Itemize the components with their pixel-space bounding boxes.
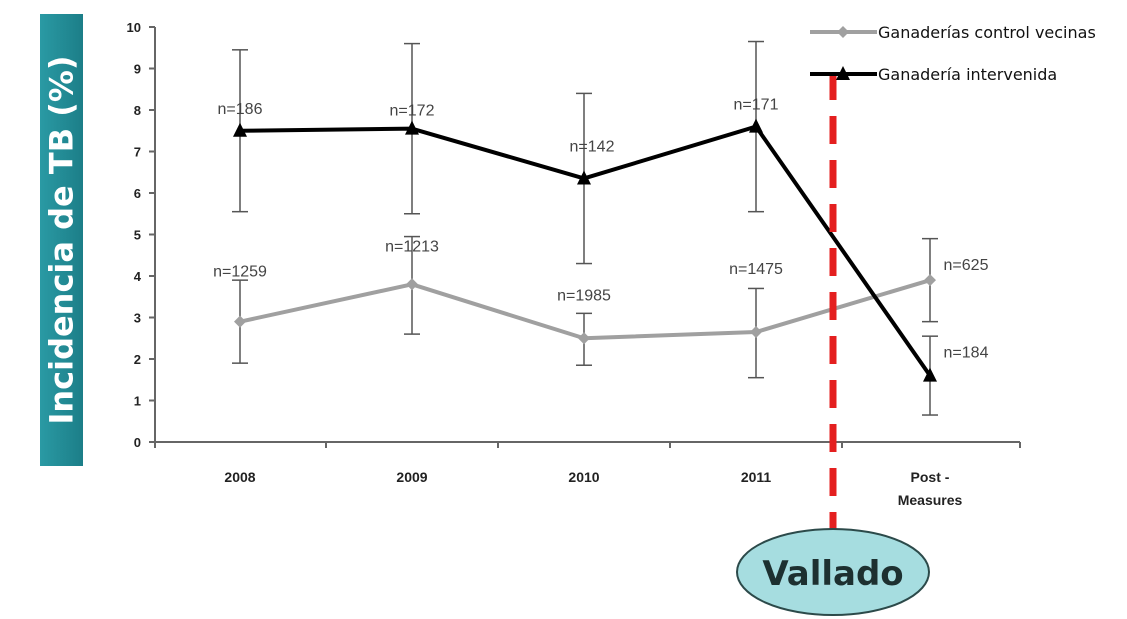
legend-label: Ganaderías control vecinas [878,23,1096,42]
y-tick-label: 4 [134,269,142,284]
data-point [406,278,418,291]
n-label: n=186 [218,101,263,118]
y-tick-label: 1 [134,394,141,409]
n-label: n=625 [944,257,989,274]
y-tick-label: 0 [134,435,141,450]
y-tick-label: 5 [134,228,141,243]
n-label: n=1985 [557,287,611,304]
legend: Ganaderías control vecinas Ganadería inte… [810,23,1096,84]
x-tick-label: 2008 [224,469,255,485]
y-tick-label: 7 [134,145,141,160]
series-intervenida: n=186 n=172 n=142 n=171 n=184 [218,40,989,416]
data-point [577,170,591,185]
vallado-callout: Vallado [736,528,930,616]
y-tick-label: 2 [134,352,141,367]
series-control: n=1259 n=1213 n=1985 n=1475 n=625 [213,235,989,379]
data-point [233,122,247,137]
data-point [749,118,763,133]
y-tick-label: 6 [134,186,141,201]
data-point [750,326,762,339]
n-label: n=1475 [729,261,783,278]
vallado-ellipse [736,528,930,616]
y-tick-label: 10 [127,20,141,35]
y-tick-label: 3 [134,311,141,326]
y-tick-label: 8 [134,103,141,118]
x-tick-label: Post -Measures [898,469,963,508]
n-label: n=172 [390,103,435,120]
legend-label: Ganadería intervenida [878,65,1057,84]
n-label: n=142 [570,138,615,155]
data-point [405,120,419,135]
x-tick-label: 2010 [568,469,599,485]
n-label: n=1213 [385,238,439,255]
n-label: n=1259 [213,264,267,281]
data-point [234,315,246,328]
data-point [923,367,937,382]
y-axis-label-box: Incidencia de TB (%) [40,14,83,466]
n-label: n=184 [944,345,989,362]
x-tick-label: 2011 [741,469,772,485]
data-point [578,332,590,345]
data-point [924,274,936,287]
x-tick-label: 2009 [396,469,427,485]
n-label: n=171 [734,97,779,114]
legend-swatch-marker [836,66,850,80]
legend-swatch-marker [837,26,849,38]
y-tick-label: 9 [134,62,141,77]
vallado-label: Vallado [762,554,903,594]
